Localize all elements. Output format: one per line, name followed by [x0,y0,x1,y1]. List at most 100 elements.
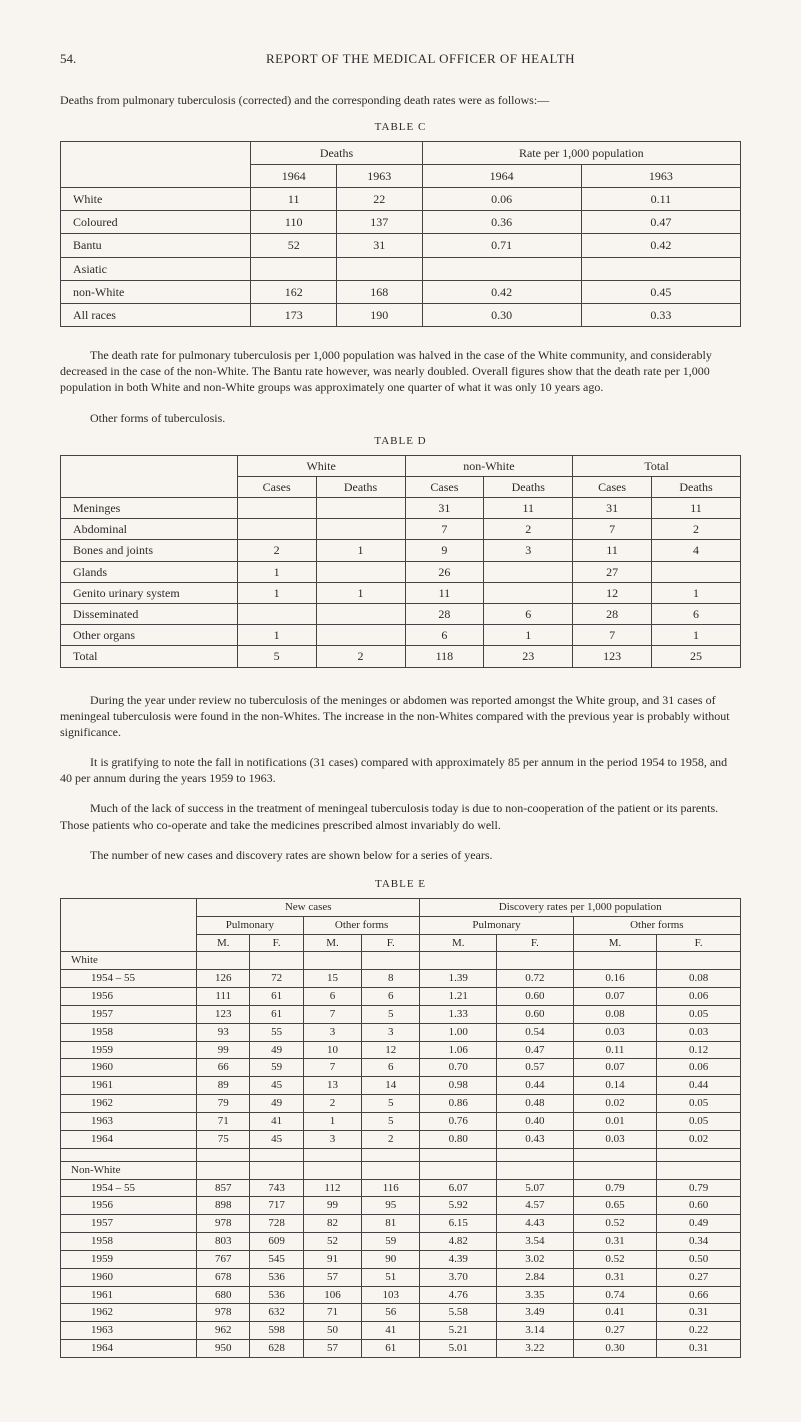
heading-pulmonary: Pulmonary [197,916,304,934]
row-year: 1958 [61,1023,197,1041]
cell: 0.40 [497,1113,574,1131]
cell: 0.22 [657,1322,741,1340]
cell: 112 [303,1179,361,1197]
row-year: 1959 [61,1250,197,1268]
cell: 0.66 [657,1286,741,1304]
cell: 0.44 [657,1077,741,1095]
cell: 0.31 [573,1233,657,1251]
cell: 41 [362,1322,420,1340]
cell: 0.01 [573,1113,657,1131]
heading-discovery-rates: Discovery rates per 1,000 population [420,898,741,916]
row-label: non-White [61,280,251,303]
cell: 0.71 [422,234,581,257]
cell: 4.39 [420,1250,497,1268]
cell: 0.98 [420,1077,497,1095]
cell: 0.05 [657,1113,741,1131]
cell: 91 [303,1250,361,1268]
cell [484,561,573,582]
cell: 536 [250,1268,303,1286]
cell: 110 [251,211,337,234]
cell: 0.60 [657,1197,741,1215]
cell: 4.43 [497,1215,574,1233]
cell: 57 [303,1340,361,1358]
cell: 6.15 [420,1215,497,1233]
cell: 6 [362,988,420,1006]
cell: 0.08 [657,970,741,988]
heading-nonwhite: non-White [405,455,573,476]
paragraph-2: During the year under review no tubercul… [60,692,741,741]
heading-cases: Cases [405,476,484,497]
cell: 31 [405,498,484,519]
cell [422,257,581,280]
row-year: 1961 [61,1077,197,1095]
cell: 103 [362,1286,420,1304]
cell: 898 [197,1197,250,1215]
cell: 5 [362,1113,420,1131]
cell: 0.06 [657,988,741,1006]
row-year: 1960 [61,1268,197,1286]
cell: 61 [362,1340,420,1358]
row-year: 1954 – 55 [61,1179,197,1197]
heading-deaths: Deaths [316,476,405,497]
cell: 5 [362,1005,420,1023]
cell: 545 [250,1250,303,1268]
cell: 0.06 [422,187,581,210]
cell: 950 [197,1340,250,1358]
cell: 118 [405,646,484,667]
cell: 0.43 [497,1130,574,1148]
cell: 49 [250,1041,303,1059]
cell: 1 [237,582,316,603]
row-year: 1957 [61,1005,197,1023]
cell: 0.02 [573,1095,657,1113]
cell [316,625,405,646]
cell: 978 [197,1215,250,1233]
heading-new-cases: New cases [197,898,420,916]
row-year: 1957 [61,1215,197,1233]
cell: 106 [303,1286,361,1304]
cell: 5.92 [420,1197,497,1215]
cell: 3 [484,540,573,561]
row-total: Total [61,646,238,667]
cell: 0.14 [573,1077,657,1095]
cell [316,519,405,540]
row-year: 1956 [61,988,197,1006]
row-year: 1963 [61,1113,197,1131]
cell: 3 [303,1130,361,1148]
cell [316,498,405,519]
cell: 8 [362,970,420,988]
row-label: Glands [61,561,238,582]
cell: 1.39 [420,970,497,988]
heading-deaths: Deaths [484,476,573,497]
cell: 137 [336,211,422,234]
cell: 1 [237,625,316,646]
cell: 5.07 [497,1179,574,1197]
row-year: 1962 [61,1095,197,1113]
cell: 59 [362,1233,420,1251]
cell: 52 [303,1233,361,1251]
cell: 0.31 [573,1268,657,1286]
heading-other-forms: Other forms [573,916,740,934]
cell: 6 [362,1059,420,1077]
paragraph-4: Much of the lack of success in the treat… [60,800,741,832]
cell: 978 [197,1304,250,1322]
row-label: Coloured [61,211,251,234]
cell: 12 [362,1041,420,1059]
cell [484,582,573,603]
row-label: Genito urinary system [61,582,238,603]
cell: 1 [303,1113,361,1131]
cell: 1.00 [420,1023,497,1041]
cell [237,519,316,540]
cell: 50 [303,1322,361,1340]
cell: 4.57 [497,1197,574,1215]
heading-f: F. [497,934,574,952]
cell: 4 [651,540,740,561]
page-number: 54. [60,50,100,68]
year-1963: 1963 [581,164,740,187]
heading-m: M. [420,934,497,952]
cell: 0.05 [657,1095,741,1113]
cell: 0.57 [497,1059,574,1077]
cell: 0.47 [581,211,740,234]
cell: 0.07 [573,988,657,1006]
cell: 0.47 [497,1041,574,1059]
cell: 0.11 [581,187,740,210]
